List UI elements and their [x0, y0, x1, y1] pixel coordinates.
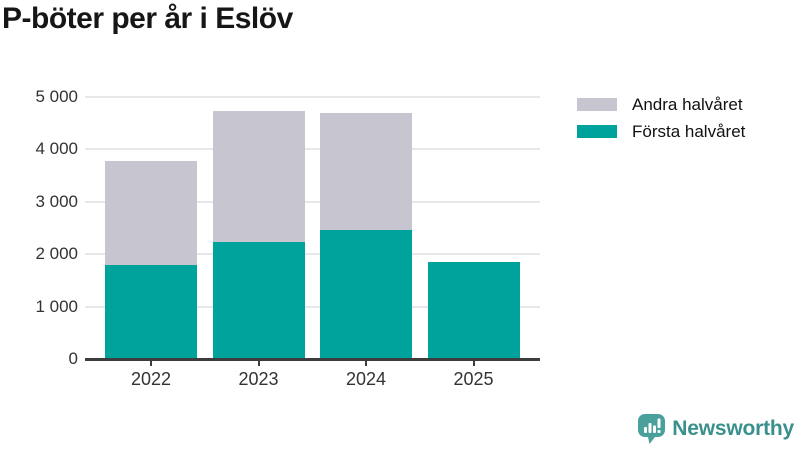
- chart-title: P-böter per år i Eslöv: [2, 2, 293, 35]
- x-tick-label-2022: 2022: [130, 369, 172, 389]
- gridline: [85, 200, 540, 203]
- x-axis-line: [85, 358, 540, 361]
- gridline: [85, 96, 540, 98]
- gridline: [85, 305, 540, 308]
- x-tick-label-2025: 2025: [453, 369, 494, 389]
- legend-label: Andra halvåret: [632, 94, 743, 114]
- x-tick: [150, 361, 152, 366]
- gridline: [85, 148, 540, 151]
- x-tick: [257, 361, 260, 366]
- bar-segment-2024-f-rsta-halv-ret: [320, 230, 412, 359]
- plot-area: [85, 96, 540, 359]
- x-tick: [472, 361, 475, 366]
- bar-segment-2022-f-rsta-halv-ret: [105, 264, 197, 359]
- legend-item: Andra halvåret: [577, 91, 745, 118]
- bar-segment-2024-andra-halv-ret: [320, 113, 412, 231]
- y-tick-label: 5 000: [35, 87, 78, 106]
- y-tick-label: 1 000: [35, 296, 78, 316]
- newsworthy-bubble-chart-icon: [638, 414, 666, 444]
- bar-segment-2025-f-rsta-halv-ret: [427, 262, 520, 359]
- newsworthy-logo[interactable]: Newsworthy: [638, 414, 794, 444]
- x-tick-label-2024: 2024: [345, 369, 387, 389]
- x-tick: [365, 361, 367, 366]
- bar-segment-2023-andra-halv-ret: [212, 111, 305, 242]
- legend: Andra halvåret Första halvåret: [577, 91, 745, 145]
- x-tick-label-2023: 2023: [238, 369, 279, 389]
- legend-label: Första halvåret: [632, 121, 746, 141]
- y-tick-label: 2 000: [35, 244, 78, 264]
- bar-segment-2023-f-rsta-halv-ret: [212, 241, 305, 359]
- y-tick-label: 0: [68, 349, 78, 368]
- y-tick-label: 3 000: [35, 191, 78, 211]
- newsworthy-wordmark: Newsworthy: [672, 417, 794, 440]
- legend-item: Första halvåret: [577, 118, 745, 145]
- legend-swatch: [577, 98, 617, 111]
- gridline: [85, 253, 540, 256]
- bar-segment-2022-andra-halv-ret: [105, 160, 197, 265]
- y-tick-label: 4 000: [35, 139, 78, 159]
- legend-swatch: [577, 125, 617, 138]
